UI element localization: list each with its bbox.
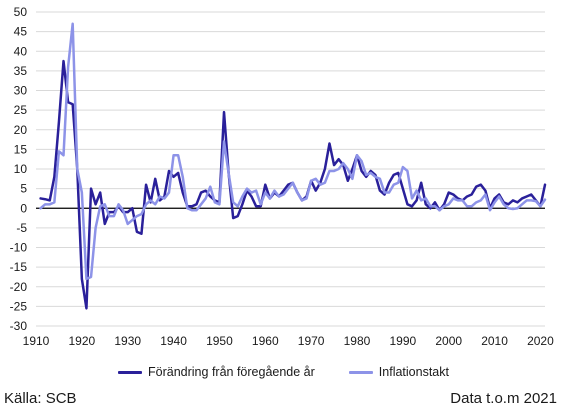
- y-tick-label: 40: [14, 44, 28, 58]
- y-tick-label: 0: [20, 201, 27, 215]
- x-tick-label: 2020: [527, 334, 554, 348]
- legend-swatch-series-0: [118, 370, 143, 374]
- y-tick-label: -5: [16, 221, 27, 235]
- y-tick-label: 10: [14, 162, 28, 176]
- y-tick-label: 30: [14, 84, 28, 98]
- legend-item-series-0: Förändring från föregående år: [118, 365, 315, 379]
- y-tick-label: -20: [10, 280, 28, 294]
- y-tick-label: -25: [10, 299, 28, 313]
- y-tick-label: -15: [10, 260, 28, 274]
- x-tick-label: 1920: [69, 334, 96, 348]
- x-tick-label: 2000: [435, 334, 462, 348]
- y-tick-label: 45: [14, 25, 28, 39]
- y-tick-label: 50: [14, 5, 28, 19]
- source-label: Källa: SCB: [4, 390, 77, 407]
- x-tick-label: 1960: [252, 334, 279, 348]
- x-tick-label: 1930: [114, 334, 141, 348]
- y-tick-label: -30: [10, 319, 28, 333]
- y-tick-label: 20: [14, 123, 28, 137]
- x-tick-label: 1940: [160, 334, 187, 348]
- x-tick-label: 1990: [389, 334, 416, 348]
- x-tick-label: 2010: [481, 334, 508, 348]
- y-tick-label: 25: [14, 103, 28, 117]
- grid-lines: [36, 11, 545, 327]
- x-tick-label: 1970: [298, 334, 325, 348]
- y-tick-label: 35: [14, 64, 28, 78]
- x-tick-label: 1980: [344, 334, 371, 348]
- legend-swatch-series-1: [348, 370, 373, 374]
- series-line-1: [39, 22, 547, 281]
- legend-label-series-1: Inflationstakt: [378, 365, 449, 379]
- y-tick-label: -10: [10, 241, 28, 255]
- legend-label-series-0: Förändring från föregående år: [148, 365, 315, 379]
- x-tick-label: 1950: [206, 334, 233, 348]
- data-through-label: Data t.o.m 2021: [450, 390, 557, 407]
- series-lines: [39, 22, 547, 310]
- legend: Förändring från föregående år Inflations…: [0, 365, 567, 379]
- y-tick-label: 15: [14, 142, 28, 156]
- legend-item-series-1: Inflationstakt: [348, 365, 449, 379]
- x-axis-tick-labels: 1910 1920 1930 1940 1950 1960 1970 1980 1990 2000…: [23, 334, 554, 348]
- x-tick-label: 1910: [23, 334, 50, 348]
- y-tick-label: 5: [20, 182, 27, 196]
